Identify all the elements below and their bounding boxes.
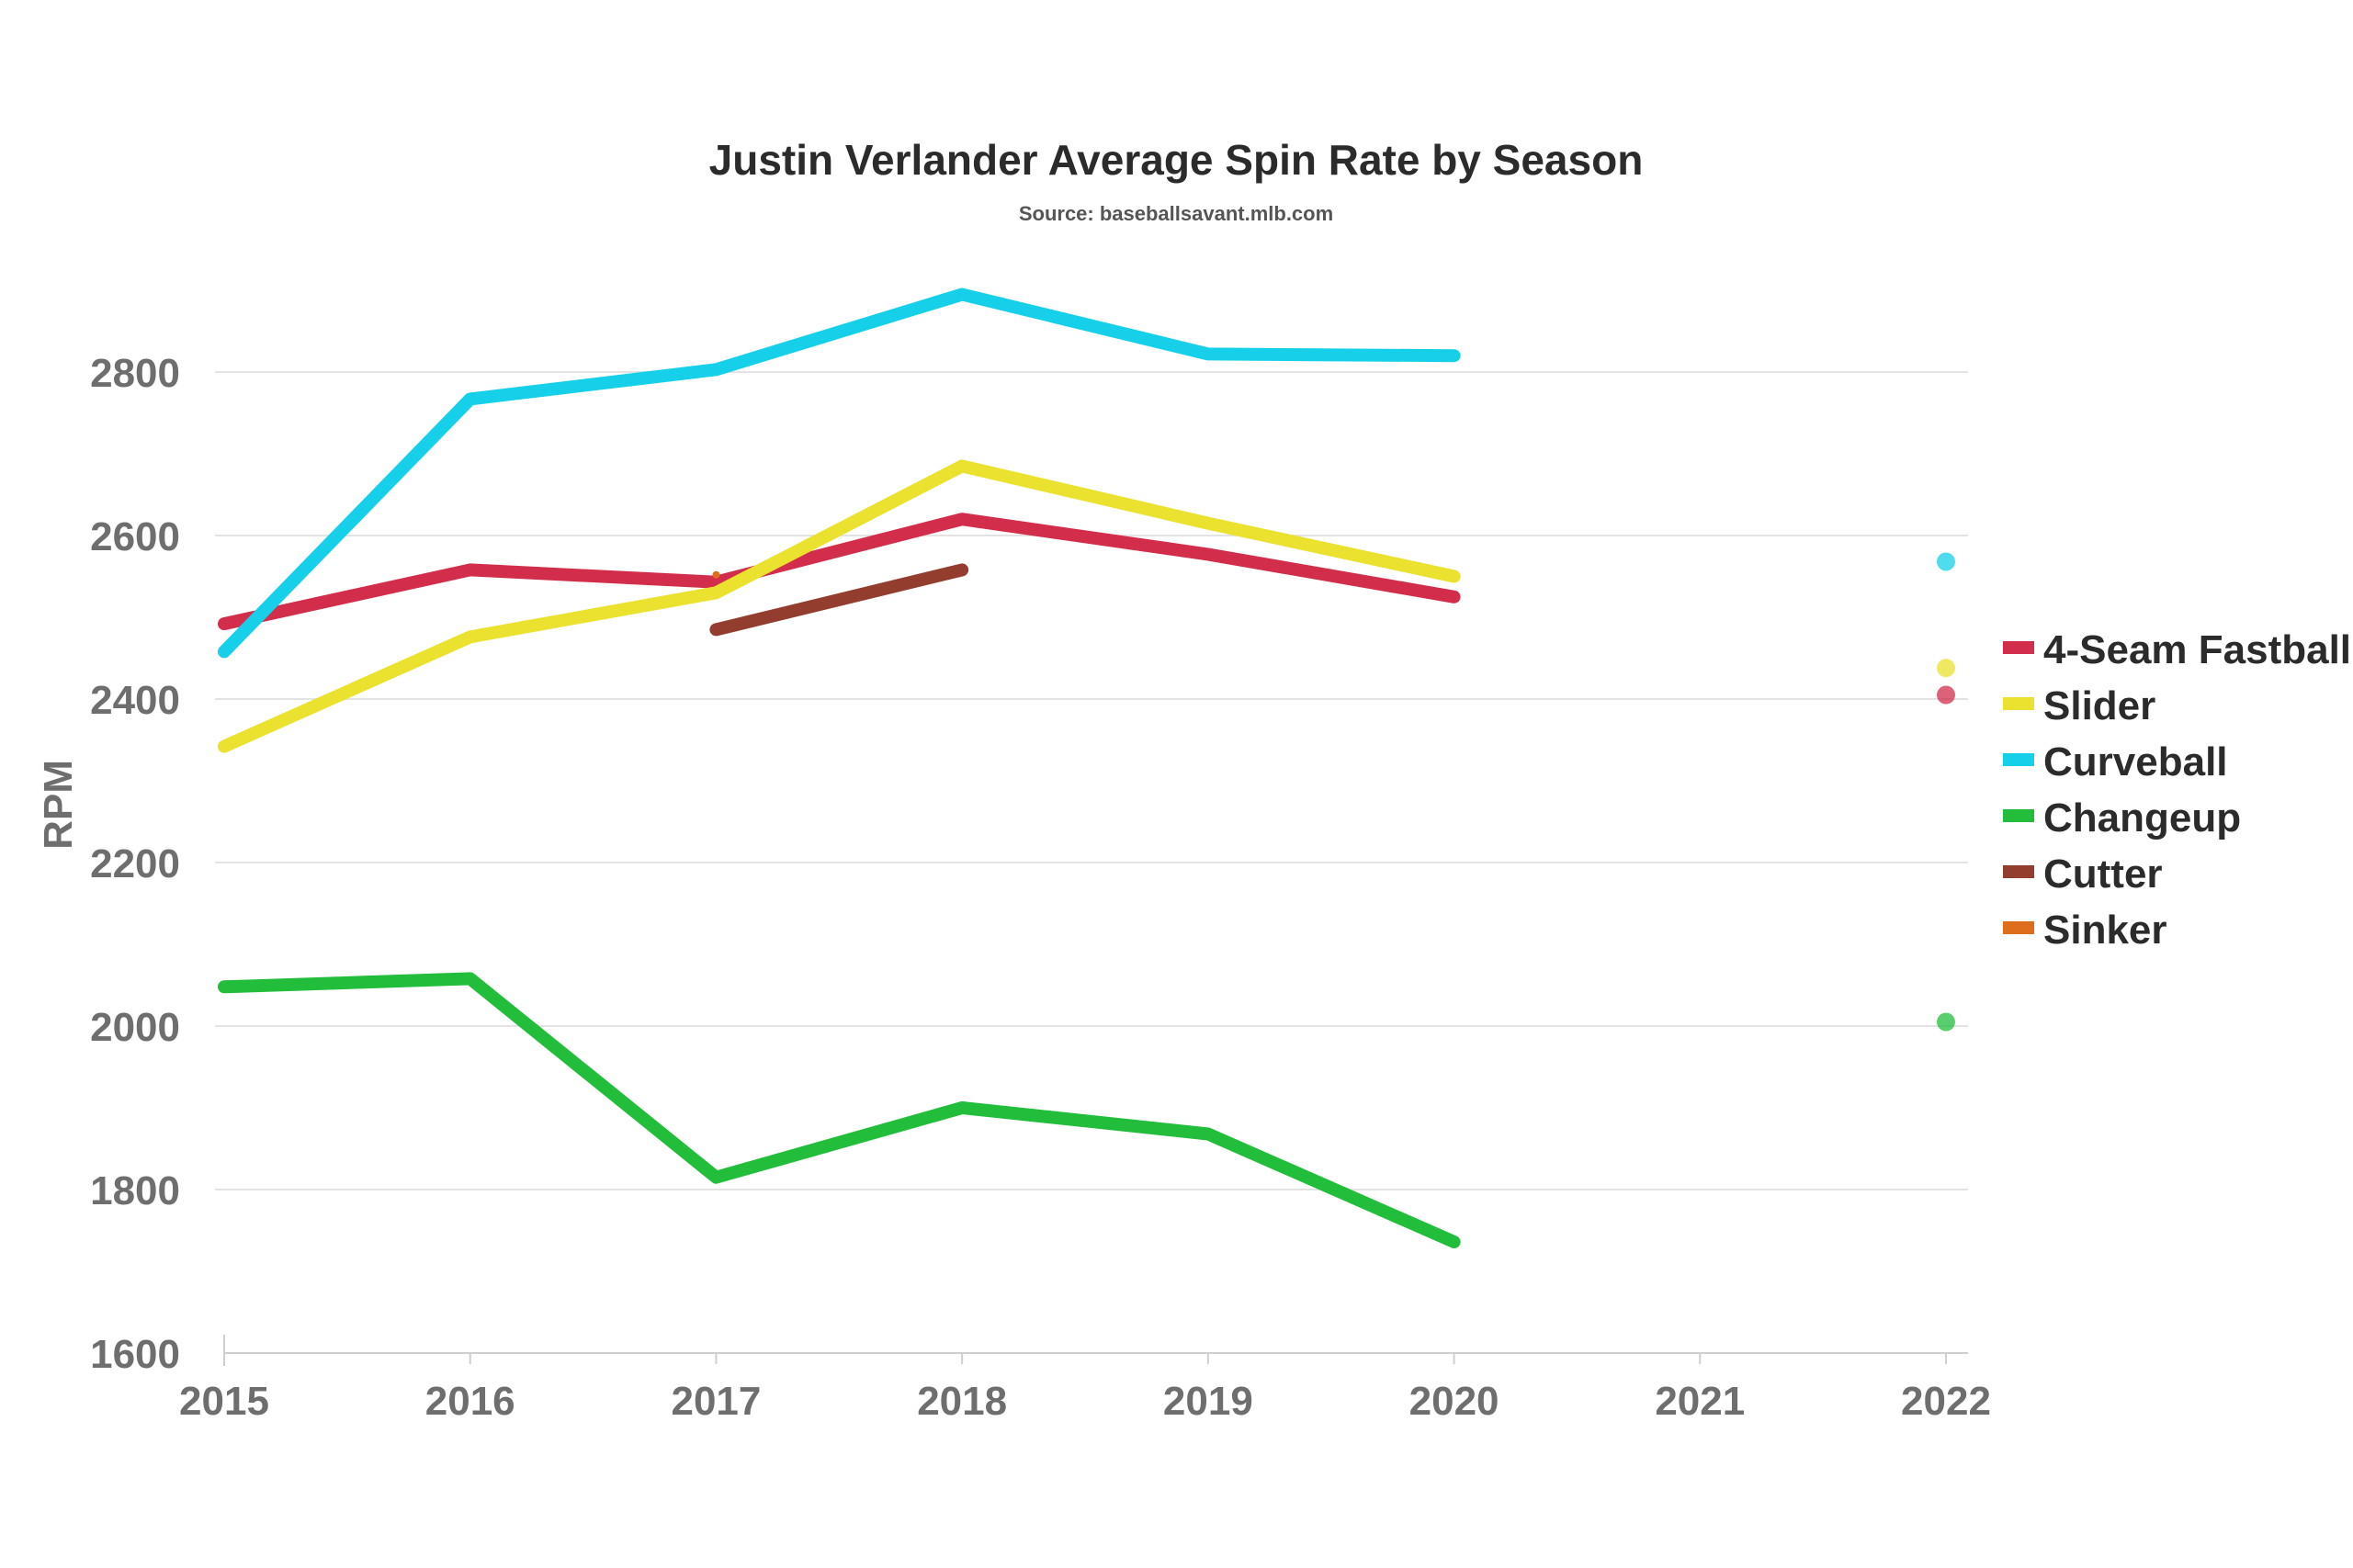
x-axis-ticks: 2015 2016 2017 2018 2019 2020 2021 2022 [179, 1353, 1991, 1424]
legend-swatch [2003, 809, 2034, 822]
x-tick-label: 2020 [1409, 1379, 1499, 1424]
y-tick-label: 2400 [90, 678, 180, 723]
series-curveball [218, 288, 1955, 659]
series-4-seam-fastball [218, 513, 1955, 705]
x-tick-label: 2016 [425, 1379, 515, 1424]
series-line-cutter [709, 563, 969, 637]
x-tick-label: 2015 [179, 1379, 269, 1424]
series-point-curveball [1937, 552, 1955, 571]
axes [223, 1335, 1968, 1366]
x-tick-label: 2018 [917, 1379, 1007, 1424]
series-point-4-seam-fastball [1937, 685, 1955, 705]
legend-item-label: Sinker [2043, 908, 2167, 953]
y-tick-label: 2600 [90, 514, 180, 559]
y-axis-ticks: 1600 1800 2000 2200 2400 2600 2800 [90, 351, 180, 1377]
legend-swatch [2003, 641, 2034, 654]
y-tick-label: 1600 [90, 1332, 180, 1377]
chart-subtitle: Source: baseballsavant.mlb.com [1019, 202, 1333, 225]
series-slider [218, 459, 1955, 753]
series-line-curveball [218, 288, 1461, 659]
series-lines [218, 288, 1955, 1248]
x-tick-label: 2021 [1655, 1379, 1745, 1424]
legend-item-label: 4-Seam Fastball [2043, 627, 2351, 672]
x-tick-label: 2022 [1901, 1379, 1991, 1424]
y-tick-label: 1800 [90, 1168, 180, 1213]
series-point-slider [1937, 659, 1955, 678]
legend-item-label: Changeup [2043, 795, 2241, 840]
legend-swatch [2003, 697, 2034, 710]
x-tick-label: 2017 [671, 1379, 761, 1424]
y-tick-label: 2000 [90, 1005, 180, 1050]
legend-item-label: Slider [2043, 683, 2155, 728]
chart-title: Justin Verlander Average Spin Rate by Se… [709, 136, 1644, 184]
series-sinker [712, 570, 720, 579]
legend: 4-Seam Fastball Slider Curveball Changeup Cu… [2003, 627, 2351, 953]
series-line-changeup [218, 972, 1461, 1248]
series-line-slider [218, 459, 1461, 753]
y-tick-label: 2200 [90, 841, 180, 886]
legend-swatch [2003, 865, 2034, 878]
legend-swatch [2003, 753, 2034, 766]
series-point-changeup [1937, 1012, 1955, 1032]
series-point-sinker [712, 570, 720, 579]
y-axis-label: RPM [36, 760, 81, 850]
legend-item-label: Curveball [2043, 739, 2228, 784]
series-changeup [218, 972, 1955, 1248]
legend-swatch [2003, 921, 2034, 934]
legend-item-label: Cutter [2043, 852, 2163, 897]
series-line-4-seam-fastball [218, 513, 1461, 631]
x-tick-label: 2019 [1163, 1379, 1253, 1424]
y-tick-label: 2800 [90, 351, 180, 396]
series-cutter [709, 563, 969, 637]
